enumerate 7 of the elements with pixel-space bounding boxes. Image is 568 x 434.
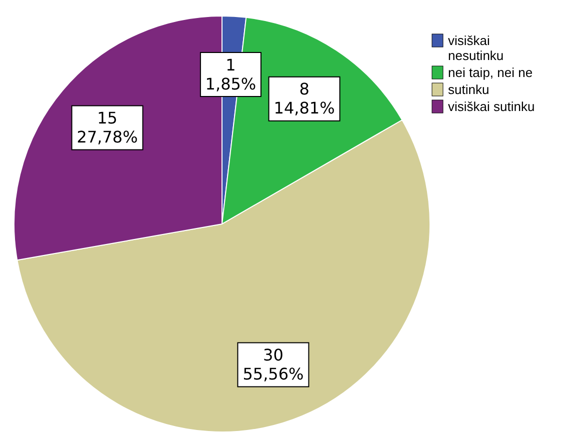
legend-label: sutinku xyxy=(448,82,490,97)
legend-label: visiškai sutinku xyxy=(448,99,535,114)
data-label: 30 55,56% xyxy=(242,346,304,384)
data-label: 15 27,78% xyxy=(76,108,138,147)
legend-label: nei taip, nei ne xyxy=(448,65,533,80)
data-label: 8 14,81% xyxy=(274,80,335,118)
data-label: 1 1,85% xyxy=(205,55,256,94)
